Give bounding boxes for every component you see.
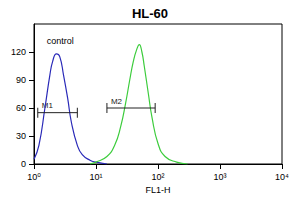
svg-text:M2: M2 — [111, 97, 123, 106]
svg-text:90: 90 — [16, 75, 26, 85]
svg-text:10³: 10³ — [213, 172, 226, 182]
svg-text:control: control — [47, 36, 74, 46]
svg-text:120: 120 — [11, 47, 26, 57]
svg-text:HL-60: HL-60 — [132, 6, 168, 21]
svg-text:10²: 10² — [151, 172, 164, 182]
svg-text:10¹: 10¹ — [89, 172, 102, 182]
svg-text:60: 60 — [16, 103, 26, 113]
svg-text:30: 30 — [16, 131, 26, 141]
svg-text:FL1-H: FL1-H — [145, 185, 170, 195]
svg-text:10⁴: 10⁴ — [275, 172, 289, 182]
svg-text:M1: M1 — [42, 101, 54, 110]
svg-text:10⁰: 10⁰ — [27, 172, 41, 182]
svg-text:0: 0 — [21, 159, 26, 169]
